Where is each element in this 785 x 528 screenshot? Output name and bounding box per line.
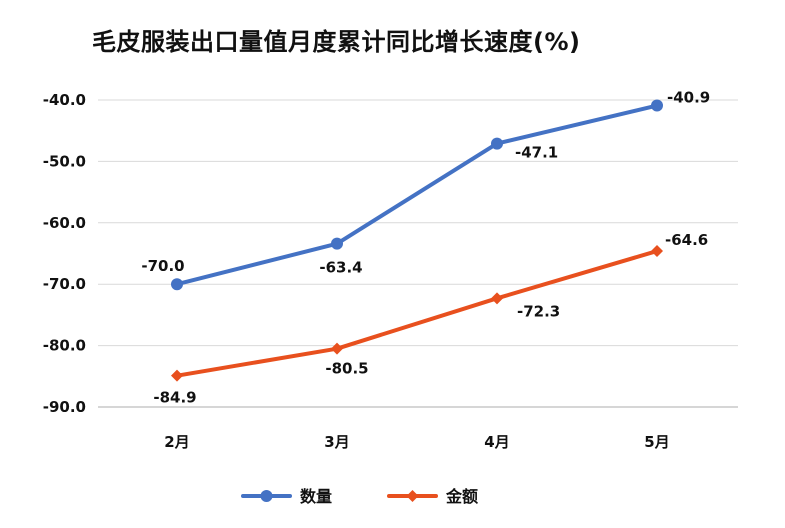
data-label: -72.3 xyxy=(517,302,560,320)
series-line xyxy=(175,103,659,287)
y-tick-label: -40.0 xyxy=(43,91,86,109)
data-point xyxy=(491,292,503,305)
data-point xyxy=(171,369,183,382)
data-point xyxy=(331,342,343,355)
chart-title: 毛皮服装出口量值月度累计同比增长速度(%) xyxy=(92,28,581,56)
legend-label: 金额 xyxy=(445,487,478,506)
data-point xyxy=(331,237,343,250)
legend-marker xyxy=(406,490,419,502)
y-tick-label: -50.0 xyxy=(43,152,86,170)
y-tick-label: -80.0 xyxy=(43,337,86,355)
data-label: -80.5 xyxy=(325,360,368,378)
data-label: -64.6 xyxy=(665,231,708,249)
data-label: -70.0 xyxy=(141,257,184,275)
legend-marker xyxy=(260,490,273,502)
x-tick-label: 3月 xyxy=(324,433,349,451)
y-tick-label: -60.0 xyxy=(43,214,86,232)
data-label: -84.9 xyxy=(153,389,196,407)
data-label: -47.1 xyxy=(515,144,558,162)
data-point xyxy=(651,99,663,112)
data-point xyxy=(491,137,503,150)
data-point xyxy=(651,245,663,258)
y-tick-label: -90.0 xyxy=(43,398,86,416)
data-label: -40.9 xyxy=(667,89,710,107)
x-tick-label: 5月 xyxy=(644,433,669,451)
x-tick-label: 2月 xyxy=(164,433,189,451)
legend-label: 数量 xyxy=(300,487,332,506)
data-point xyxy=(171,278,183,291)
data-label: -63.4 xyxy=(319,259,362,277)
y-tick-label: -70.0 xyxy=(43,275,86,293)
x-tick-label: 4月 xyxy=(484,433,509,451)
series-line xyxy=(175,249,659,378)
